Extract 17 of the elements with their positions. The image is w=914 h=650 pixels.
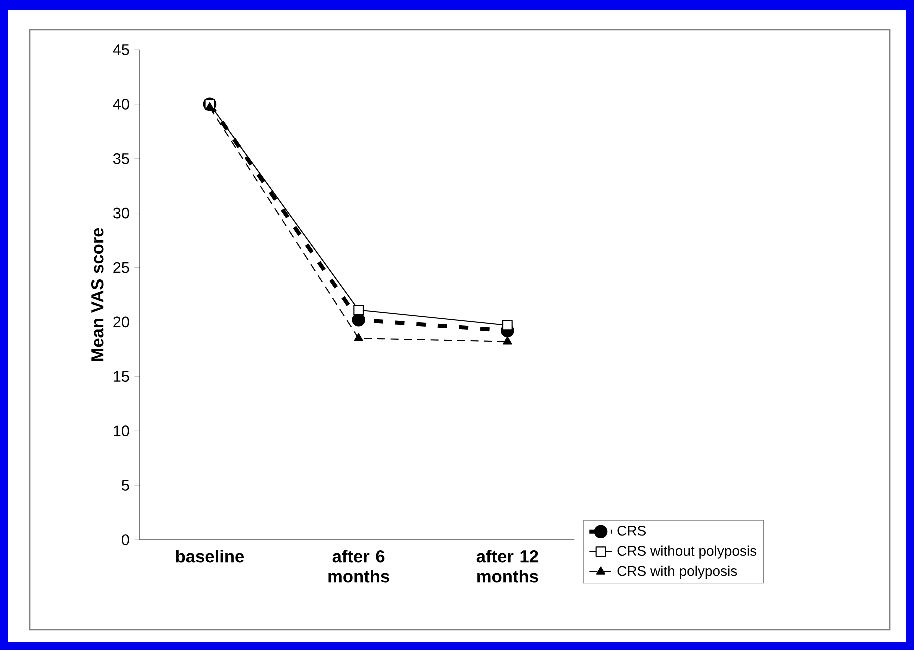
y-tick-label: 5	[122, 480, 130, 491]
y-tick-label: 25	[114, 262, 130, 274]
legend-label: CRS	[618, 526, 646, 536]
y-tick-label: 10	[114, 426, 130, 437]
y-tick-label: 15	[114, 371, 130, 382]
y-tick-label: 40	[113, 99, 130, 110]
y-tick-label: 20	[114, 316, 130, 328]
y-tick-label: 45	[113, 44, 130, 56]
y-tick-label: 35	[113, 153, 130, 164]
y-axis-title: Mean VAS score	[91, 228, 104, 362]
legend-label: CRS with polyposis	[618, 566, 738, 579]
y-tick-label: 0	[122, 534, 130, 546]
y-tick-label: 30	[113, 208, 130, 219]
legend-label: CRS without polyposis	[618, 546, 757, 559]
x-tick-label: baseline	[176, 550, 244, 563]
x-tick-label: after 12 months	[476, 550, 538, 583]
x-tick-label: after 6 months	[328, 550, 390, 583]
